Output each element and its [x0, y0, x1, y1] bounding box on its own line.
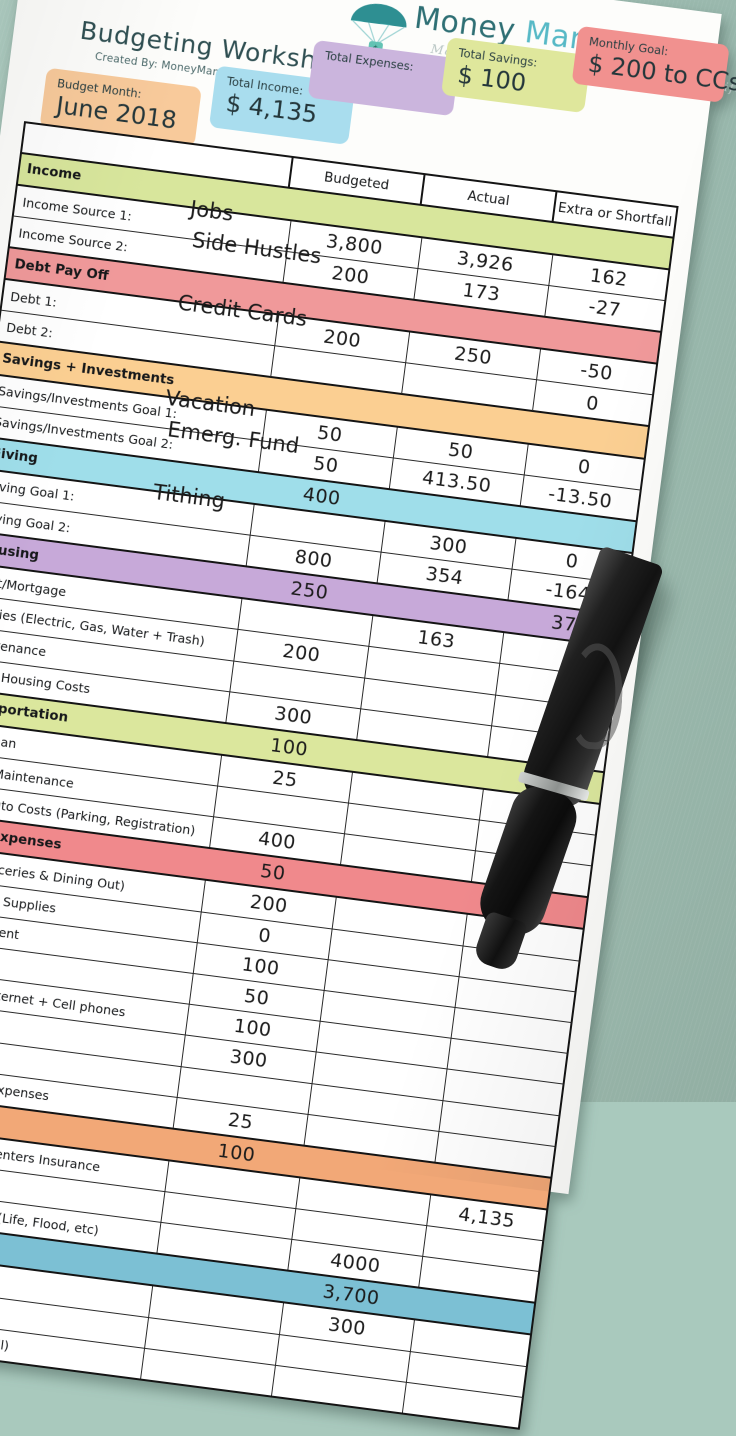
table-body: Income Income Source 1: Jobs 3,800 3,926 162 I…: [0, 151, 675, 1430]
worksheet-sheet: Budgeting Worksheet Created By: MoneyMan…: [0, 0, 722, 1194]
worksheet-header: Budgeting Worksheet Created By: MoneyMan…: [2, 0, 736, 208]
callout-label: Total Expenses:: [324, 48, 415, 74]
callout-value: $ 4,135: [224, 89, 319, 129]
handwritten-entry: Jobs: [188, 196, 235, 226]
budget-table: Budgeted Actual Extra or Shortfall Incom…: [0, 121, 679, 1430]
